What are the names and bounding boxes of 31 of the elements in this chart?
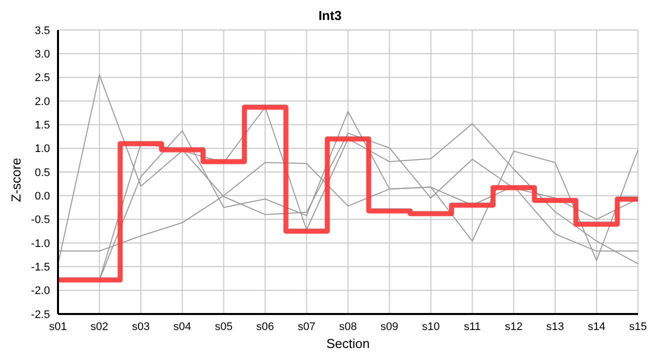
- x-tick-label: s15: [629, 320, 647, 333]
- y-tick-label: 2.5: [34, 72, 50, 84]
- y-tick-label: 0.5: [34, 166, 50, 179]
- y-tick-label: 3.5: [34, 24, 50, 37]
- y-tick-label: 2.0: [34, 96, 50, 108]
- y-tick-label: -1.5: [31, 262, 50, 274]
- x-tick-label: s07: [298, 320, 316, 333]
- x-tick-label: s06: [256, 320, 274, 333]
- y-tick-label: 1.5: [34, 120, 50, 132]
- y-tick-label: -2.5: [31, 308, 50, 321]
- chart-title: Int3: [317, 8, 343, 25]
- y-tick-label: 1.0: [34, 143, 50, 156]
- x-tick-label: s14: [588, 320, 606, 333]
- y-tick-label: -0.5: [31, 214, 50, 226]
- x-tick-label: s02: [90, 320, 108, 333]
- y-tick-label: 0.0: [34, 190, 50, 203]
- x-tick-label: s03: [132, 320, 150, 333]
- x-axis-title: Section: [326, 336, 370, 351]
- x-tick-label: s01: [49, 320, 67, 333]
- x-tick-label: s04: [173, 320, 192, 333]
- x-tick-label: s12: [504, 320, 523, 333]
- x-tick-label: s13: [546, 320, 564, 333]
- y-axis-title: Z-score: [8, 158, 24, 202]
- y-tick-label: -2.0: [31, 285, 50, 298]
- x-tick-label: s05: [214, 320, 233, 333]
- y-tick-label: -1.0: [31, 238, 50, 250]
- y-tick-label: 3.0: [34, 48, 50, 61]
- x-tick-label: s11: [464, 320, 481, 333]
- x-tick-label: s08: [339, 320, 357, 333]
- x-tick-label: s09: [380, 320, 398, 333]
- x-tick-label: s10: [422, 320, 440, 333]
